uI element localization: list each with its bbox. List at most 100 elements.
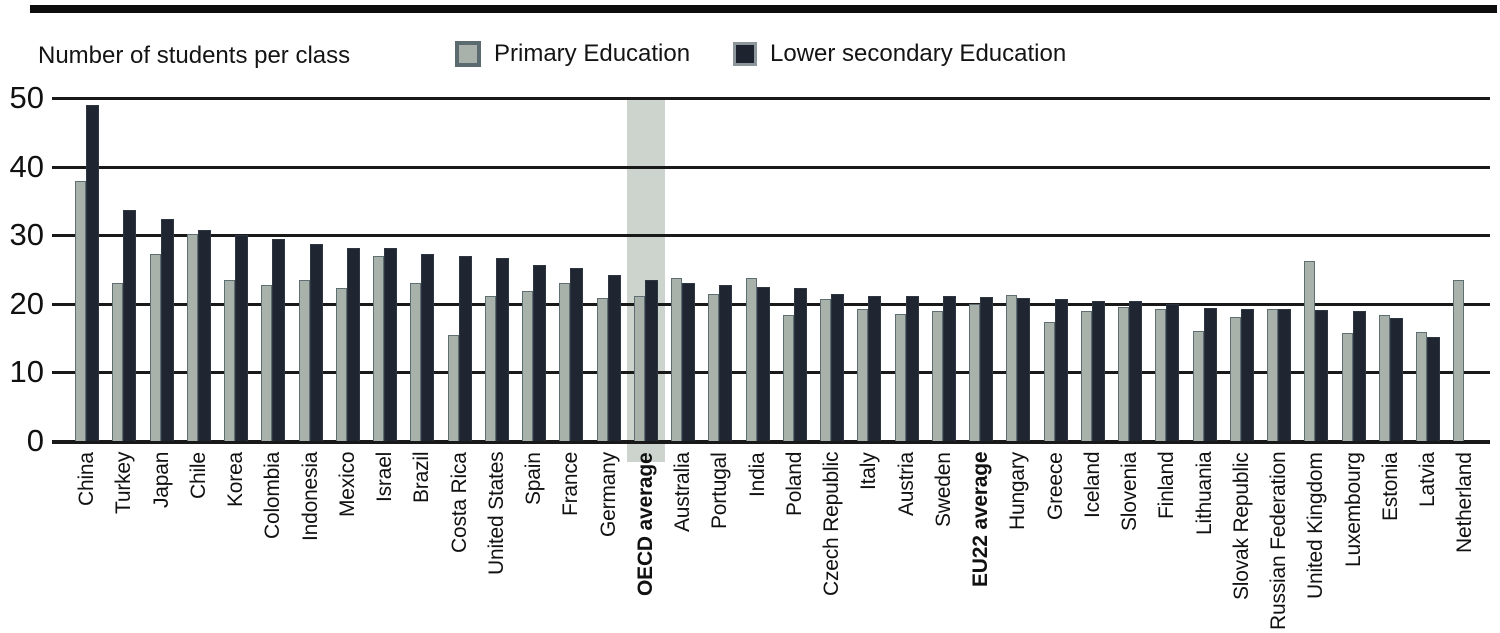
top-rule-divider xyxy=(30,5,1497,13)
y-axis-tick-label: 0 xyxy=(26,423,44,458)
bar-primary-slovenia xyxy=(1118,306,1129,441)
x-axis-label-france: France xyxy=(559,452,583,517)
bar-primary-latvia xyxy=(1416,331,1427,441)
x-axis-label-slovenia: Slovenia xyxy=(1118,452,1141,531)
x-axis-label-slovak-republic: Slovak Republic xyxy=(1229,452,1253,600)
bar-primary-korea xyxy=(224,280,235,441)
bar-secondary-spain xyxy=(533,264,546,441)
x-axis-label-turkey: Turkey xyxy=(112,452,136,515)
bar-primary-finland xyxy=(1155,309,1167,441)
bar-secondary-russian-federation xyxy=(1278,309,1291,441)
bar-primary-brazil xyxy=(410,283,422,441)
bar-secondary-japan xyxy=(160,219,174,441)
bar-secondary-costa-rica xyxy=(458,256,472,441)
x-axis-label-poland: Poland xyxy=(782,452,806,517)
bar-secondary-brazil xyxy=(421,254,435,441)
bar-primary-costa-rica xyxy=(447,334,459,441)
gridline-50 xyxy=(52,97,1490,100)
x-axis-label-spain: Spain xyxy=(522,452,545,505)
x-axis-label-australia: Australia xyxy=(671,452,694,532)
bar-primary-luxembourg xyxy=(1341,332,1353,441)
bar-primary-australia xyxy=(671,278,682,441)
x-axis-label-brazil: Brazil xyxy=(410,452,434,504)
x-axis-label-netherland: Netherland xyxy=(1453,452,1477,553)
bar-secondary-germany xyxy=(607,274,621,441)
bar-primary-iceland xyxy=(1080,311,1092,441)
bar-secondary-oecd-average xyxy=(644,279,658,441)
bar-secondary-latvia xyxy=(1427,337,1440,441)
gridline-30 xyxy=(52,234,1490,238)
bar-secondary-france xyxy=(570,268,584,441)
bar-secondary-chile xyxy=(197,229,211,441)
x-axis-label-costa-rica: Costa Rica xyxy=(447,452,471,553)
lower-secondary-education-swatch-icon xyxy=(733,42,757,66)
x-axis-label-chile: Chile xyxy=(186,452,210,499)
bar-secondary-luxembourg xyxy=(1352,311,1366,441)
x-axis-label-oecd-average: OECD average xyxy=(633,452,657,596)
x-axis-label-estonia: Estonia xyxy=(1378,452,1402,521)
gridline-40 xyxy=(52,165,1490,169)
y-axis-tick-label: 20 xyxy=(9,285,44,321)
bar-primary-chile xyxy=(186,233,198,441)
x-axis-label-indonesia: Indonesia xyxy=(298,452,322,542)
x-axis-label-portugal: Portugal xyxy=(708,452,732,529)
x-axis-label-italy: Italy xyxy=(857,452,881,490)
bar-primary-austria xyxy=(894,314,906,441)
x-axis-label-germany: Germany xyxy=(596,452,620,537)
bar-primary-israel xyxy=(373,256,384,441)
gridline-10 xyxy=(52,371,1490,375)
bar-primary-mexico xyxy=(335,288,347,441)
primary-education-swatch-icon xyxy=(455,41,481,67)
x-axis-label-israel: Israel xyxy=(373,452,396,503)
bar-secondary-greece xyxy=(1054,298,1068,441)
y-axis-tick-label: 30 xyxy=(9,217,44,253)
x-axis-label-hungary: Hungary xyxy=(1006,452,1030,530)
lower-secondary-education-legend-label: Lower secondary Education xyxy=(770,40,1067,67)
bar-primary-japan xyxy=(149,253,161,441)
bar-primary-eu22-average xyxy=(969,303,980,441)
bar-primary-slovak-republic xyxy=(1229,316,1241,441)
bar-primary-estonia xyxy=(1378,314,1390,441)
legend-item-primary-education: Primary Education xyxy=(455,40,690,68)
bar-primary-indonesia xyxy=(298,280,310,441)
bar-secondary-colombia xyxy=(272,239,286,441)
bar-secondary-mexico xyxy=(346,248,360,441)
x-axis-label-iceland: Iceland xyxy=(1080,452,1104,519)
x-axis-label-united-kingdom: United Kingdom xyxy=(1304,452,1328,599)
bar-secondary-turkey xyxy=(123,209,137,441)
bar-primary-poland xyxy=(782,314,794,441)
x-axis-label-latvia: Latvia xyxy=(1416,452,1439,507)
bar-primary-portugal xyxy=(708,294,720,441)
gridline-20 xyxy=(52,302,1490,306)
bar-secondary-eu22-average xyxy=(980,296,993,441)
chart-axis-title: Number of students per class xyxy=(38,42,351,69)
x-axis-label-colombia: Colombia xyxy=(261,452,285,540)
bar-secondary-sweden xyxy=(942,296,956,441)
bar-primary-italy xyxy=(857,309,869,441)
bar-primary-russian-federation xyxy=(1267,309,1278,441)
x-axis-label-mexico: Mexico xyxy=(335,452,359,518)
bar-secondary-india xyxy=(756,286,770,441)
bar-primary-france xyxy=(559,283,571,441)
primary-education-legend-label: Primary Education xyxy=(494,40,691,67)
gridline-0 xyxy=(52,440,1490,444)
x-axis-label-eu22-average: EU22 average xyxy=(969,452,992,588)
bar-primary-czech-republic xyxy=(820,298,831,441)
legend-item-lower-secondary-education: Lower secondary Education xyxy=(733,40,1066,68)
bar-secondary-iceland xyxy=(1091,301,1105,441)
x-axis-label-austria: Austria xyxy=(894,452,918,516)
bar-secondary-indonesia xyxy=(309,244,323,441)
bar-secondary-estonia xyxy=(1389,318,1403,441)
x-axis-label-lithuania: Lithuania xyxy=(1192,452,1216,536)
x-axis-label-luxembourg: Luxembourg xyxy=(1341,452,1365,567)
bar-secondary-australia xyxy=(682,282,695,441)
x-axis-label-japan: Japan xyxy=(149,452,173,509)
x-axis-label-korea: Korea xyxy=(224,452,247,508)
x-axis-label-india: India xyxy=(745,452,769,497)
x-axis-label-russian-federation: Russian Federation xyxy=(1267,451,1290,631)
bar-secondary-slovenia xyxy=(1129,301,1142,441)
bar-secondary-austria xyxy=(905,296,919,441)
bar-secondary-czech-republic xyxy=(831,294,844,441)
bar-primary-united-states xyxy=(484,295,496,441)
